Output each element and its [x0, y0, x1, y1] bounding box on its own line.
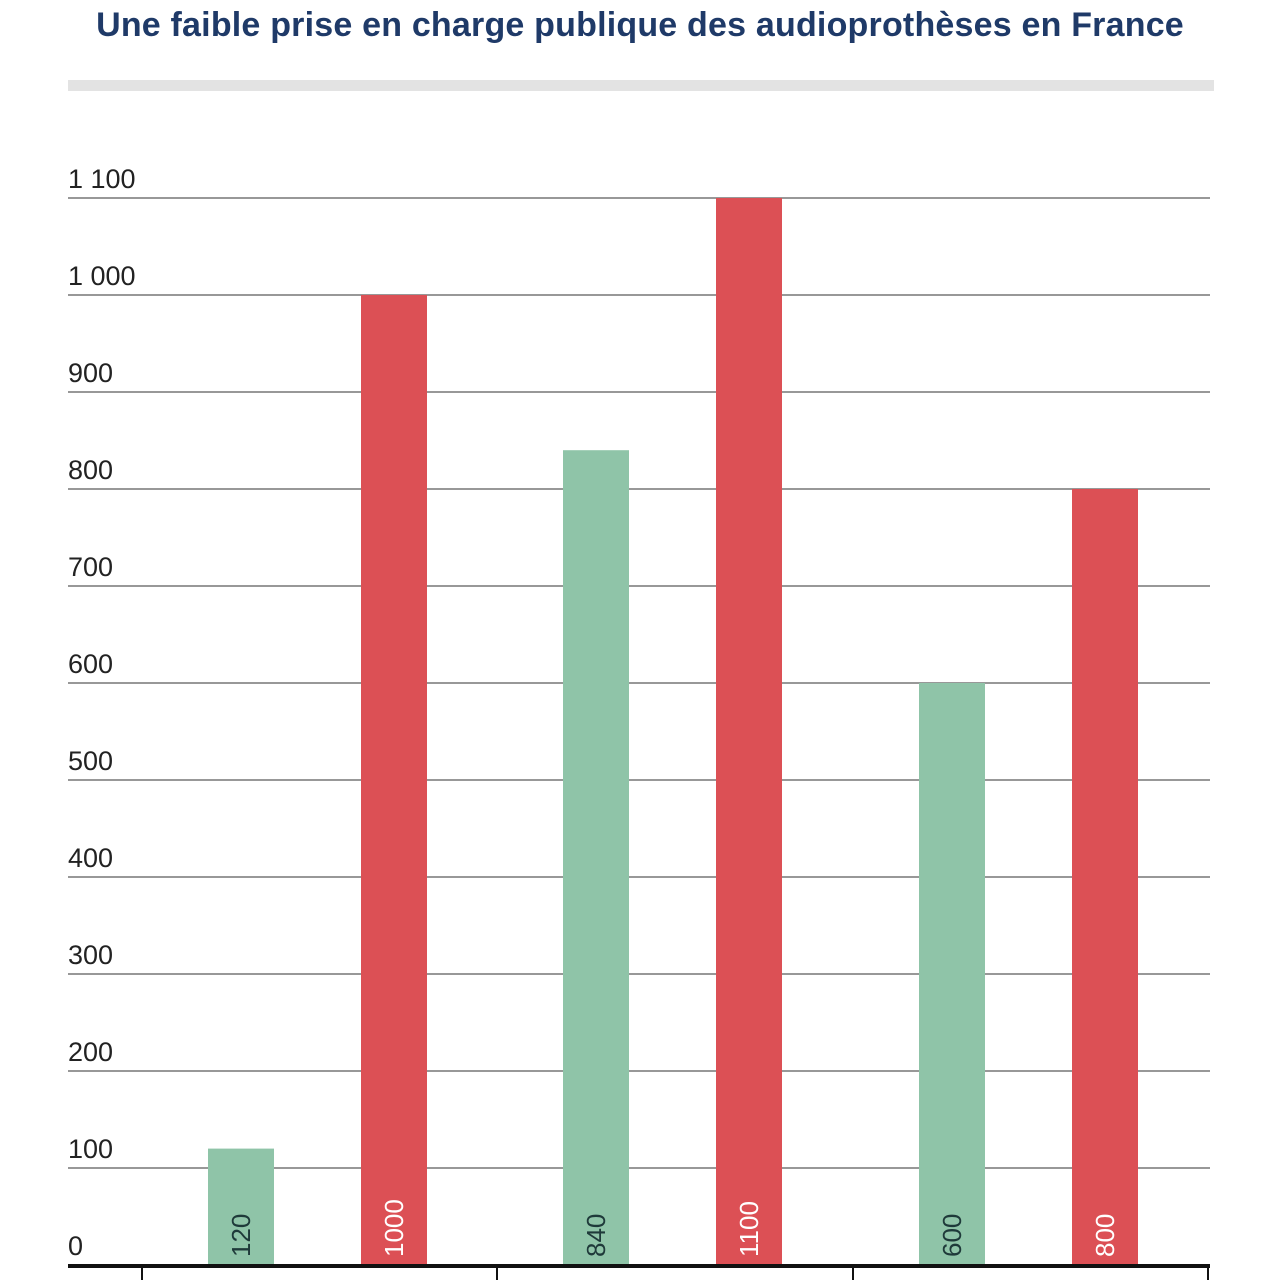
y-tick-label: 400	[68, 843, 113, 873]
y-tick-label: 100	[68, 1134, 113, 1164]
y-tick-label: 200	[68, 1037, 113, 1067]
y-tick-label: 0	[68, 1231, 83, 1261]
red-bar	[716, 198, 782, 1265]
y-tick-label: 900	[68, 358, 113, 388]
chart-title: Une faible prise en charge publique des …	[96, 6, 1184, 44]
green-bar	[208, 1148, 274, 1265]
red-bar	[361, 295, 427, 1265]
y-tick-label: 800	[68, 455, 113, 485]
red-bar	[1072, 489, 1138, 1265]
y-tick-label: 500	[68, 746, 113, 776]
bar-value-label: 600	[937, 1214, 967, 1257]
green-bar	[919, 683, 985, 1265]
y-tick-label: 1 100	[68, 164, 136, 194]
x-axis	[68, 1264, 1210, 1280]
bar-value-label: 840	[581, 1214, 611, 1257]
bars	[208, 198, 1138, 1265]
grid-lines	[68, 197, 1210, 1169]
title-divider	[68, 80, 1214, 91]
y-tick-label: 300	[68, 940, 113, 970]
y-axis-ticks: 0 100 200 300 400 500 600 700 800 900 1 000 1 100	[68, 164, 136, 1261]
green-bar	[563, 450, 629, 1265]
bar-value-label: 1100	[734, 1201, 764, 1257]
bar-value-label: 120	[226, 1214, 256, 1257]
bar-value-labels: 120 840 600 1000 1100 800	[226, 1199, 1120, 1257]
y-tick-label: 600	[68, 649, 113, 679]
y-tick-label: 1 000	[68, 261, 136, 291]
bar-value-label: 800	[1090, 1214, 1120, 1257]
y-tick-label: 700	[68, 552, 113, 582]
bar-value-label: 1000	[379, 1199, 409, 1257]
